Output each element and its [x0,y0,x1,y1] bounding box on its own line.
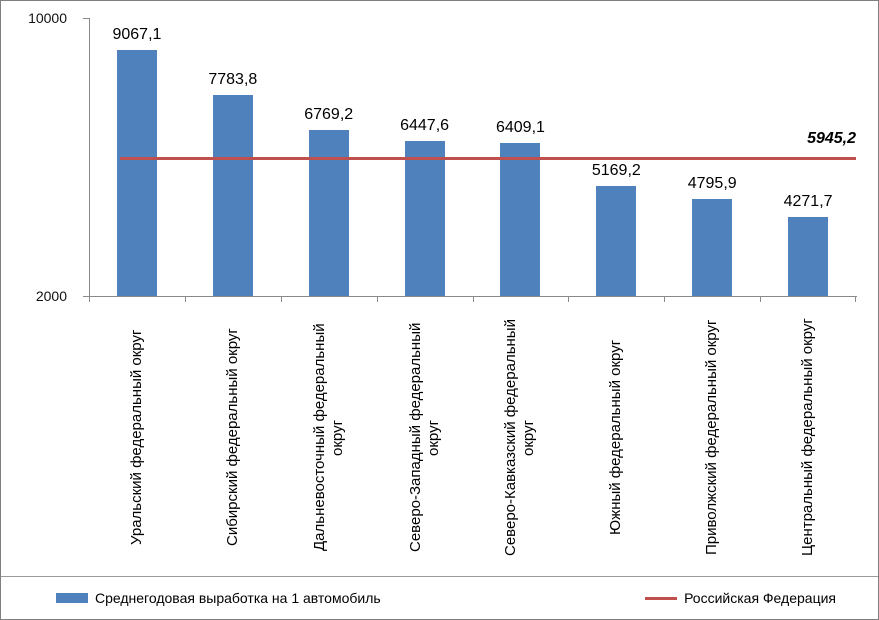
bar-4 [404,141,445,296]
y-axis-tick-mark [83,18,89,19]
plot-area: 9067,1 7783,8 6769,2 6447,6 6409,1 5169,2 4795… [89,18,856,302]
legend-bar-label: Среднегодовая выработка на 1 автомобиль [95,590,381,606]
category-label-3: Дальневосточный федеральный округ [310,323,346,551]
legend-line-swatch [645,596,678,600]
y-axis-tick-label-min: 2000 [35,288,67,304]
x-axis-tick-mark [184,296,186,302]
y-axis-line [89,18,90,297]
bar-1 [116,50,157,296]
legend-line-label: Российская Федерация [684,590,836,606]
data-label-3: 6769,2 [304,106,354,124]
legend-bar-swatch [56,593,88,603]
category-label-7: Приволжский федеральный округ [703,319,721,555]
bar-2 [212,95,253,296]
category-label-cell-4: Северо-Западный федеральный округ [377,303,473,571]
bar-8 [788,217,829,296]
category-label-cell-7: Приволжский федеральный округ [664,303,760,571]
x-axis-tick-mark [280,296,282,302]
category-label-1: Уральский федеральный округ [127,329,145,545]
data-label-5: 6409,1 [495,118,545,136]
x-axis-tick-mark [472,296,474,302]
bar-6 [596,185,637,296]
category-axis: Уральский федеральный округ Сибирский фед… [89,303,856,571]
x-axis-tick-mark [855,296,856,302]
legend-item-line-series: Российская Федерация [645,590,836,606]
category-label-cell-1: Уральский федеральный округ [89,303,185,571]
category-label-8: Центральный федеральный округ [799,318,817,556]
category-label-cell-3: Дальневосточный федеральный округ [281,303,377,571]
data-label-7: 4795,9 [687,174,737,192]
y-axis-tick-label-max: 10000 [28,10,67,26]
bar-7 [692,198,733,296]
legend: Среднегодовая выработка на 1 автомобиль … [1,576,878,619]
category-label-cell-2: Сибирский федеральный округ [185,303,281,571]
category-label-6: Южный федеральный округ [607,339,625,535]
category-label-cell-5: Северо-Кавказский федеральный округ [473,303,569,571]
x-axis-tick-mark [568,296,570,302]
bar-5 [500,142,541,296]
x-axis-tick-mark [376,296,378,302]
x-axis-line [89,296,857,297]
data-label-2: 7783,8 [208,71,258,89]
x-axis-tick-mark [664,296,666,302]
category-label-cell-6: Южный федеральный округ [568,303,664,571]
category-label-2: Сибирский федеральный округ [223,328,241,546]
category-label-4: Северо-Западный федеральный округ [406,322,442,552]
data-label-4: 6447,6 [400,117,450,135]
bar-3 [308,130,349,296]
category-label-5: Северо-Кавказский федеральный округ [502,318,538,556]
x-axis-tick-mark [760,296,762,302]
x-axis-tick-mark [89,296,90,302]
reference-line [119,157,856,161]
data-label-6: 5169,2 [591,161,641,179]
data-label-1: 9067,1 [112,26,162,44]
y-axis-tick-mark [83,296,89,297]
legend-item-bar-series: Среднегодовая выработка на 1 автомобиль [56,590,381,606]
reference-line-label: 5945,2 [807,129,856,147]
category-label-cell-8: Центральный федеральный округ [760,303,856,571]
data-label-8: 4271,7 [783,193,833,211]
